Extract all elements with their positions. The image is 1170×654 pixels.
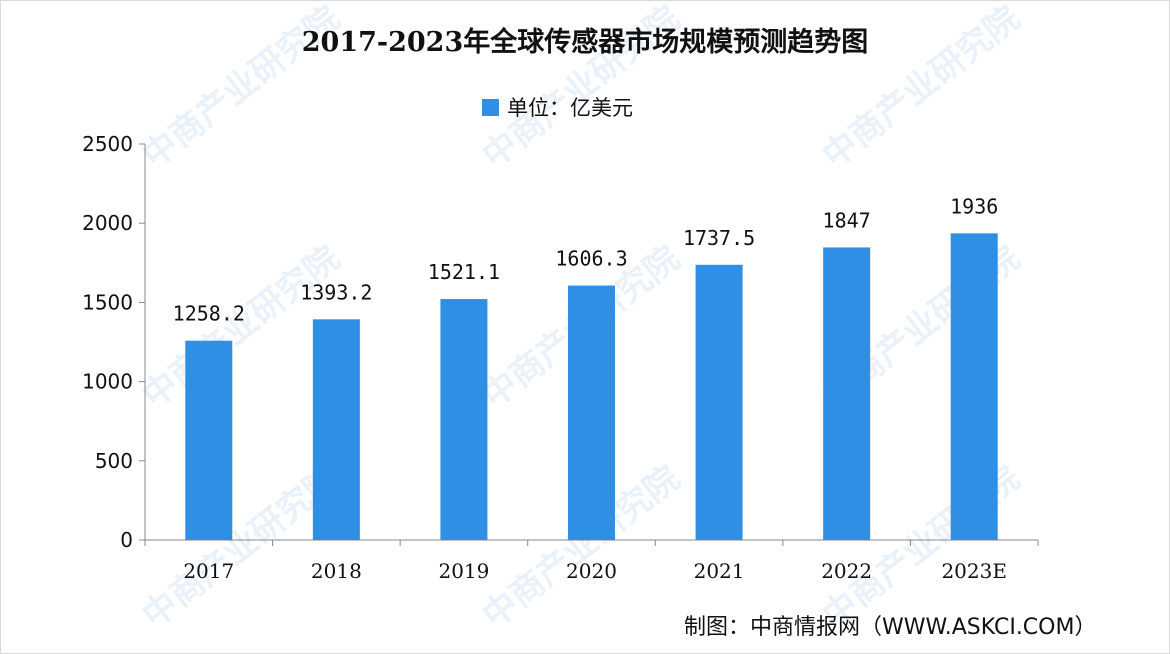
y-tick-label: 500 (95, 449, 133, 473)
bar (823, 247, 871, 541)
x-tick-label: 2023E (941, 559, 1007, 583)
bar (440, 299, 488, 540)
legend-swatch (482, 98, 499, 116)
data-label: 1393.2 (300, 280, 372, 304)
data-label: 1521.1 (428, 260, 500, 284)
data-label: 1258.2 (173, 302, 245, 326)
y-tick-label: 0 (120, 528, 133, 552)
x-tick-label: 2019 (438, 559, 489, 583)
legend: 单位：亿美元 (482, 92, 633, 122)
y-tick-label: 1500 (82, 290, 133, 314)
x-tick-label: 2022 (821, 559, 872, 583)
data-label: 1737.5 (683, 226, 755, 250)
source-note: 制图：中商情报网（WWW.ASKCI.COM） (684, 615, 1097, 640)
bar (950, 233, 998, 541)
data-label: 1847 (823, 208, 871, 232)
legend-label: 单位：亿美元 (507, 96, 633, 120)
bar (695, 264, 743, 540)
data-label: 1936 (950, 194, 998, 218)
x-tick-label: 2020 (566, 559, 617, 583)
bar (568, 285, 615, 540)
bar (185, 340, 233, 540)
y-tick-label: 2500 (82, 132, 133, 156)
x-tick-label: 2018 (311, 559, 362, 583)
chart-title: 2017-2023年全球传感器市场规模预测趋势图 (301, 27, 869, 58)
x-tick-label: 2017 (183, 559, 234, 583)
data-label: 1606.3 (555, 247, 627, 271)
y-tick-label: 2000 (82, 211, 133, 235)
x-tick-label: 2021 (694, 559, 745, 583)
y-tick-label: 1000 (82, 370, 133, 394)
bar (312, 319, 360, 540)
